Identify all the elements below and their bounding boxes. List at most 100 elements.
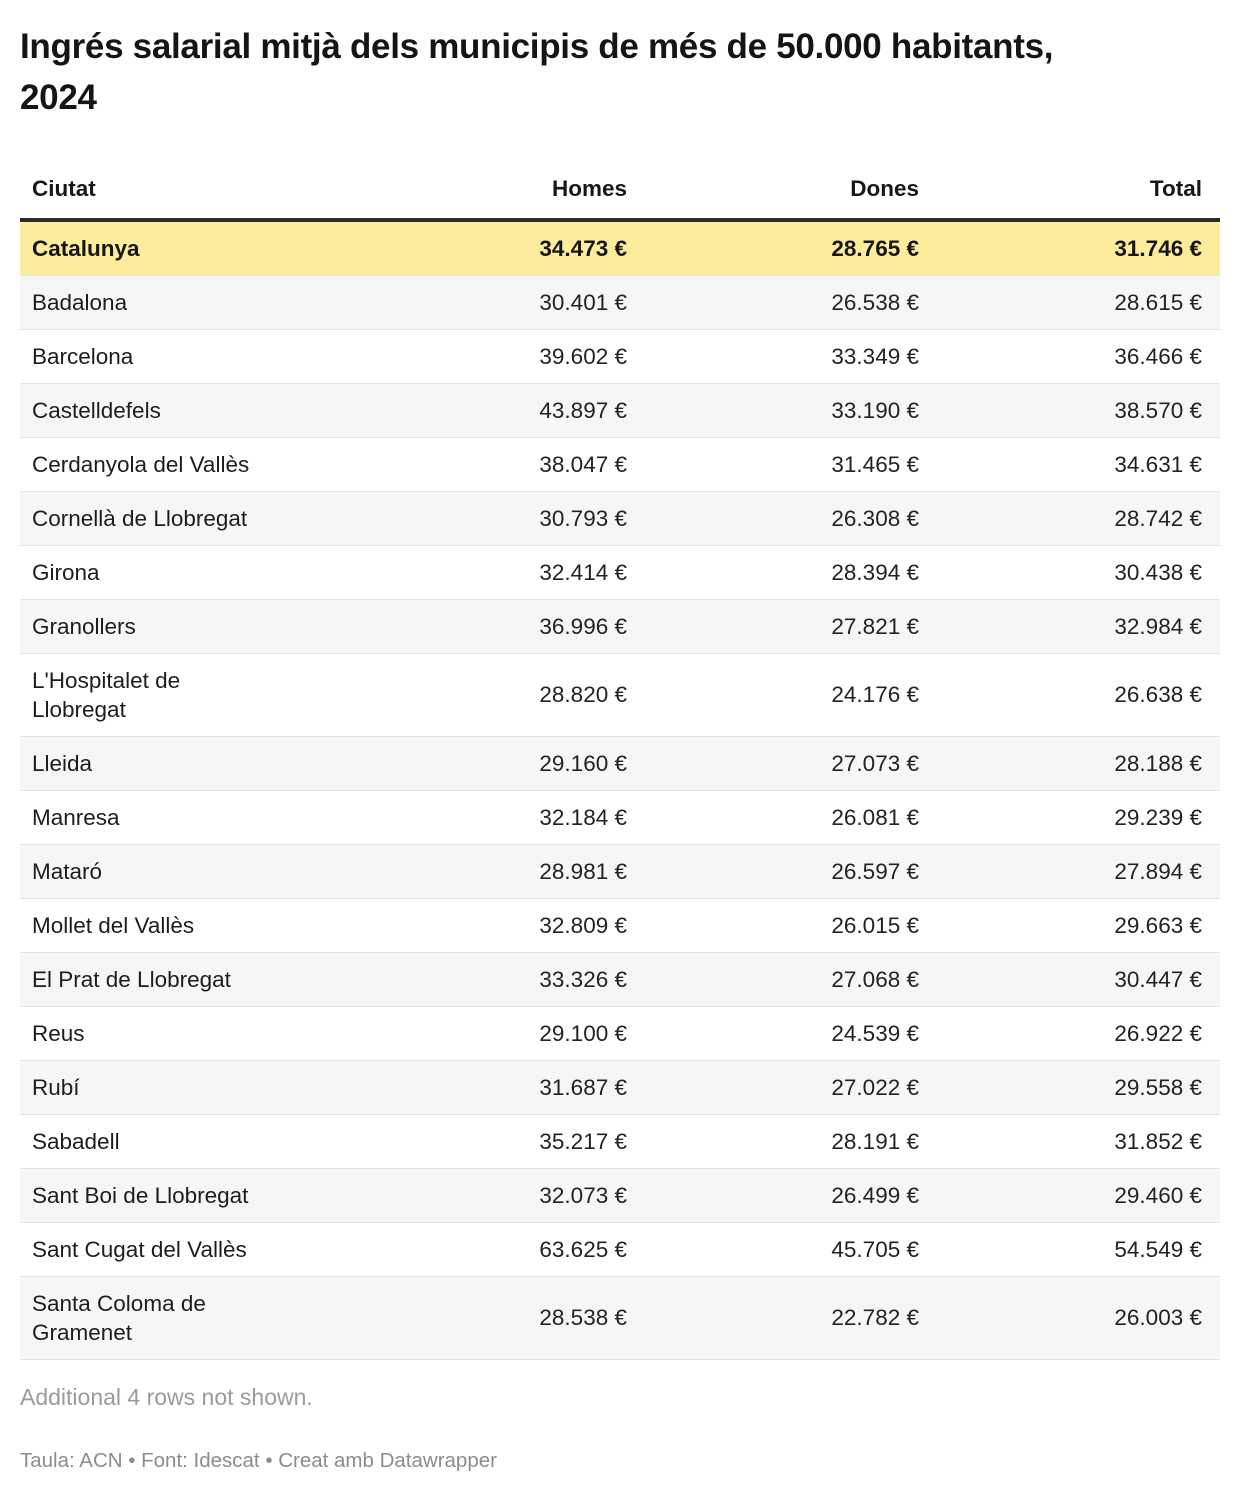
table-row: Cerdanyola del Vallès 38.047 € 31.465 € … bbox=[20, 437, 1220, 492]
dones-value-cell: 26.597 € bbox=[641, 844, 933, 899]
homes-value-cell: 32.414 € bbox=[290, 545, 641, 600]
dones-value-cell: 26.081 € bbox=[641, 790, 933, 845]
table-row: El Prat de Llobregat 33.326 € 27.068 € 3… bbox=[20, 952, 1220, 1007]
table-row: Santa Coloma de Gramenet 28.538 € 22.782… bbox=[20, 1276, 1220, 1360]
total-value-cell: 38.570 € bbox=[933, 383, 1220, 438]
dones-value-cell: 26.499 € bbox=[641, 1168, 933, 1223]
homes-value-cell: 33.326 € bbox=[290, 952, 641, 1007]
city-cell: Girona bbox=[20, 545, 290, 600]
column-header-total: Total bbox=[933, 153, 1220, 222]
total-value-cell: 34.631 € bbox=[933, 437, 1220, 492]
city-cell: Catalunya bbox=[20, 219, 290, 276]
dones-value-cell: 28.191 € bbox=[641, 1114, 933, 1169]
city-cell: Cornellà de Llobregat bbox=[20, 491, 290, 546]
homes-value-cell: 32.073 € bbox=[290, 1168, 641, 1223]
total-value-cell: 26.638 € bbox=[933, 653, 1220, 737]
dones-value-cell: 28.765 € bbox=[641, 219, 933, 276]
city-cell: Mollet del Vallès bbox=[20, 898, 290, 953]
dones-value-cell: 27.073 € bbox=[641, 736, 933, 791]
total-value-cell: 30.447 € bbox=[933, 952, 1220, 1007]
table-row: Mollet del Vallès 32.809 € 26.015 € 29.6… bbox=[20, 898, 1220, 953]
homes-value-cell: 39.602 € bbox=[290, 329, 641, 384]
homes-value-cell: 63.625 € bbox=[290, 1222, 641, 1277]
city-cell: El Prat de Llobregat bbox=[20, 952, 290, 1007]
rows-not-shown-note: Additional 4 rows not shown. bbox=[20, 1383, 313, 1410]
dones-value-cell: 26.015 € bbox=[641, 898, 933, 953]
dones-value-cell: 31.465 € bbox=[641, 437, 933, 492]
homes-value-cell: 36.996 € bbox=[290, 599, 641, 654]
homes-value-cell: 31.687 € bbox=[290, 1060, 641, 1115]
total-value-cell: 28.615 € bbox=[933, 275, 1220, 330]
homes-value-cell: 34.473 € bbox=[290, 219, 641, 276]
homes-value-cell: 29.100 € bbox=[290, 1006, 641, 1061]
homes-value-cell: 30.793 € bbox=[290, 491, 641, 546]
table-row: Catalunya 34.473 € 28.765 € 31.746 € bbox=[20, 219, 1220, 276]
dones-value-cell: 28.394 € bbox=[641, 545, 933, 600]
homes-value-cell: 28.820 € bbox=[290, 653, 641, 737]
total-value-cell: 29.558 € bbox=[933, 1060, 1220, 1115]
city-cell: Sant Boi de Llobregat bbox=[20, 1168, 290, 1223]
table-row: Sant Cugat del Vallès 63.625 € 45.705 € … bbox=[20, 1222, 1220, 1277]
table-row: Castelldefels 43.897 € 33.190 € 38.570 € bbox=[20, 383, 1220, 438]
table-row: Manresa 32.184 € 26.081 € 29.239 € bbox=[20, 790, 1220, 845]
total-value-cell: 27.894 € bbox=[933, 844, 1220, 899]
table-row: Granollers 36.996 € 27.821 € 32.984 € bbox=[20, 599, 1220, 654]
dones-value-cell: 26.538 € bbox=[641, 275, 933, 330]
homes-value-cell: 38.047 € bbox=[290, 437, 641, 492]
city-cell: Sant Cugat del Vallès bbox=[20, 1222, 290, 1277]
table-row: Reus 29.100 € 24.539 € 26.922 € bbox=[20, 1006, 1220, 1061]
total-value-cell: 36.466 € bbox=[933, 329, 1220, 384]
column-header-homes: Homes bbox=[290, 153, 641, 222]
salary-table: Ciutat Homes Dones Total Catalunya 34.47… bbox=[20, 153, 1220, 1360]
city-cell: Reus bbox=[20, 1006, 290, 1061]
city-cell: Barcelona bbox=[20, 329, 290, 384]
homes-value-cell: 28.538 € bbox=[290, 1276, 641, 1360]
city-cell: Santa Coloma de Gramenet bbox=[20, 1276, 290, 1360]
total-value-cell: 28.742 € bbox=[933, 491, 1220, 546]
homes-value-cell: 32.184 € bbox=[290, 790, 641, 845]
table-row: L'Hospitalet de Llobregat 28.820 € 24.17… bbox=[20, 653, 1220, 737]
table-row: Mataró 28.981 € 26.597 € 27.894 € bbox=[20, 844, 1220, 899]
homes-value-cell: 30.401 € bbox=[290, 275, 641, 330]
homes-value-cell: 32.809 € bbox=[290, 898, 641, 953]
city-cell: Castelldefels bbox=[20, 383, 290, 438]
table-row: Badalona 30.401 € 26.538 € 28.615 € bbox=[20, 275, 1220, 330]
total-value-cell: 32.984 € bbox=[933, 599, 1220, 654]
total-value-cell: 31.746 € bbox=[933, 219, 1220, 276]
dones-value-cell: 33.190 € bbox=[641, 383, 933, 438]
table-row: Barcelona 39.602 € 33.349 € 36.466 € bbox=[20, 329, 1220, 384]
dones-value-cell: 27.068 € bbox=[641, 952, 933, 1007]
city-cell: Mataró bbox=[20, 844, 290, 899]
dones-value-cell: 27.022 € bbox=[641, 1060, 933, 1115]
table-row: Lleida 29.160 € 27.073 € 28.188 € bbox=[20, 736, 1220, 791]
table-body: Catalunya 34.473 € 28.765 € 31.746 € Bad… bbox=[20, 219, 1220, 1360]
dones-value-cell: 26.308 € bbox=[641, 491, 933, 546]
total-value-cell: 29.460 € bbox=[933, 1168, 1220, 1223]
homes-value-cell: 29.160 € bbox=[290, 736, 641, 791]
dones-value-cell: 33.349 € bbox=[641, 329, 933, 384]
table-row: Rubí 31.687 € 27.022 € 29.558 € bbox=[20, 1060, 1220, 1115]
total-value-cell: 28.188 € bbox=[933, 736, 1220, 791]
total-value-cell: 31.852 € bbox=[933, 1114, 1220, 1169]
dones-value-cell: 45.705 € bbox=[641, 1222, 933, 1277]
city-cell: Badalona bbox=[20, 275, 290, 330]
homes-value-cell: 43.897 € bbox=[290, 383, 641, 438]
city-cell: Rubí bbox=[20, 1060, 290, 1115]
dones-value-cell: 24.539 € bbox=[641, 1006, 933, 1061]
header-row: Ciutat Homes Dones Total bbox=[20, 153, 1220, 222]
column-header-dones: Dones bbox=[641, 153, 933, 222]
total-value-cell: 29.663 € bbox=[933, 898, 1220, 953]
city-cell: Manresa bbox=[20, 790, 290, 845]
city-cell: Sabadell bbox=[20, 1114, 290, 1169]
city-cell: Cerdanyola del Vallès bbox=[20, 437, 290, 492]
dones-value-cell: 24.176 € bbox=[641, 653, 933, 737]
page-title: Ingrés salarial mitjà dels municipis de … bbox=[20, 27, 1054, 117]
dones-value-cell: 22.782 € bbox=[641, 1276, 933, 1360]
table-row: Cornellà de Llobregat 30.793 € 26.308 € … bbox=[20, 491, 1220, 546]
city-cell: Lleida bbox=[20, 736, 290, 791]
homes-value-cell: 28.981 € bbox=[290, 844, 641, 899]
total-value-cell: 54.549 € bbox=[933, 1222, 1220, 1277]
dones-value-cell: 27.821 € bbox=[641, 599, 933, 654]
table-row: Girona 32.414 € 28.394 € 30.438 € bbox=[20, 545, 1220, 600]
